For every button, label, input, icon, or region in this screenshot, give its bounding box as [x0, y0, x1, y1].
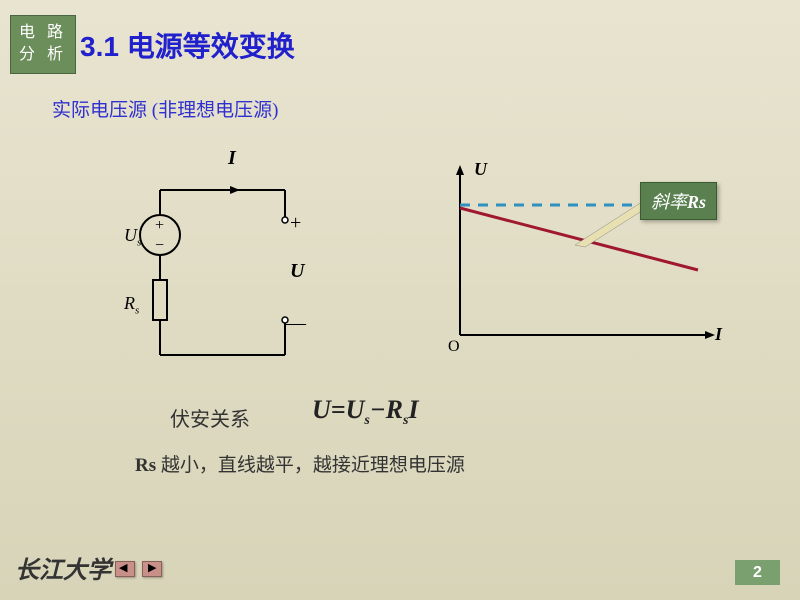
output-voltage: U [290, 260, 304, 283]
next-button[interactable] [142, 561, 162, 577]
university-logo: 长江大学 [15, 550, 111, 585]
svg-text:−: − [155, 237, 164, 254]
y-axis-label: U [474, 159, 487, 180]
minus-terminal: — [286, 312, 306, 335]
course-line1: 电 路 [19, 22, 67, 44]
slope-label: 斜率Rs [640, 182, 717, 220]
section-title: 3.1 电源等效变换 [80, 25, 295, 65]
plus-terminal: + [290, 212, 301, 235]
resistor-label: Rs [124, 293, 139, 317]
course-line2: 分 析 [19, 44, 67, 66]
source-label: Us [124, 225, 141, 249]
origin-label: O [448, 338, 460, 356]
page-number: 2 [735, 560, 780, 585]
relation-label: 伏安关系 [170, 403, 250, 432]
nav-buttons [115, 561, 165, 582]
x-axis-label: I [715, 324, 722, 345]
circuit-diagram: + − [120, 160, 340, 370]
prev-button[interactable] [115, 561, 135, 577]
current-label: I [228, 147, 236, 170]
conclusion: Rs 越小，直线越平，越接近理想电压源 [135, 450, 465, 477]
formula: U=Us−RsI [312, 395, 419, 429]
svg-text:+: + [155, 217, 164, 234]
subtitle: 实际电压源 (非理想电压源) [52, 95, 278, 122]
course-label: 电 路 分 析 [10, 15, 76, 74]
